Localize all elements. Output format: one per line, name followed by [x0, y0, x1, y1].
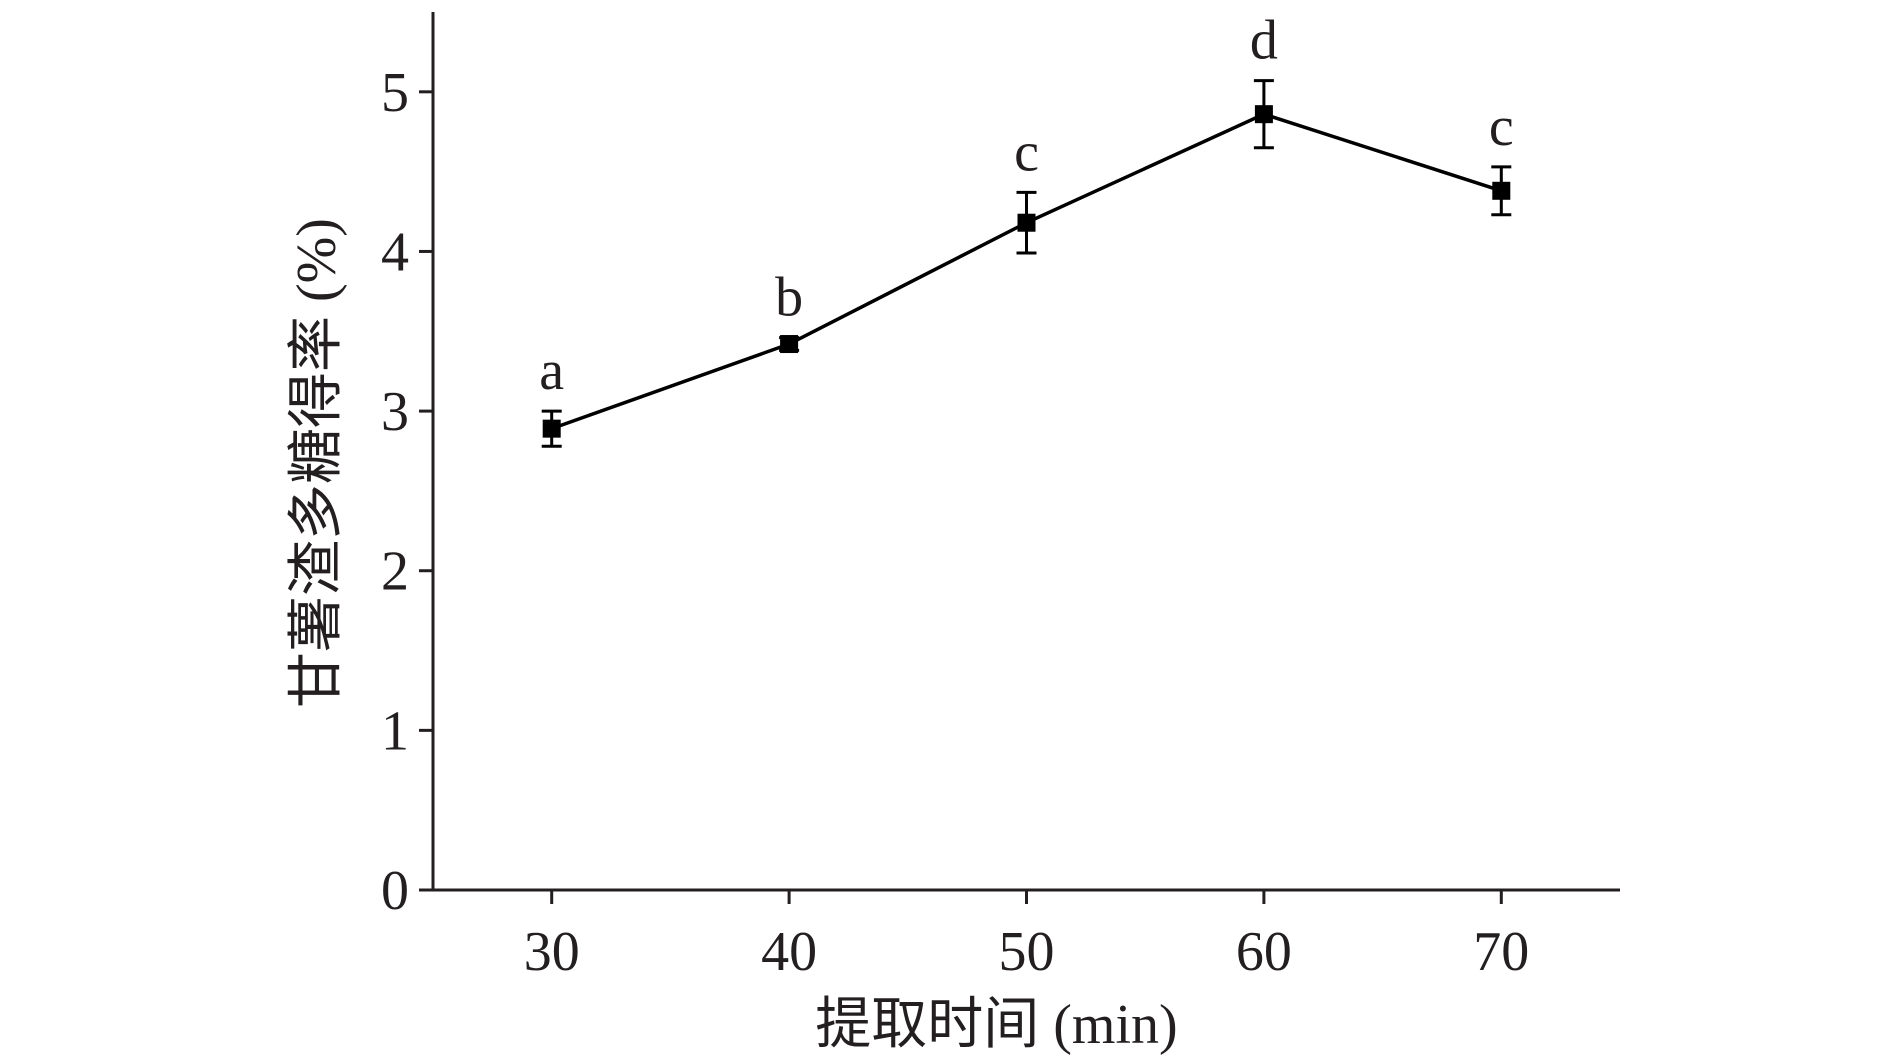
data-point-marker	[780, 335, 799, 354]
x-tick-label: 50	[999, 921, 1055, 983]
data-point-marker	[542, 419, 561, 438]
significance-label: a	[539, 340, 564, 402]
y-tick-label: 2	[381, 541, 409, 603]
data-point-marker	[1017, 213, 1036, 232]
ticks: 0 1 2 3 4 5 30 40 50 60 70	[381, 62, 1529, 983]
y-tick-label: 0	[381, 860, 409, 922]
axis-labels: 提取时间 (min) 甘薯渣多糖得率 (%)	[286, 218, 1178, 1056]
x-axis-title: 提取时间 (min)	[815, 994, 1177, 1056]
y-axis-title: 甘薯渣多糖得率 (%)	[286, 218, 348, 708]
y-tick-label: 5	[381, 62, 409, 124]
series-layer: a b c d c	[539, 10, 1514, 448]
significance-label: b	[775, 267, 803, 329]
significance-label: c	[1489, 96, 1514, 158]
x-tick-label: 60	[1236, 921, 1292, 983]
significance-label: c	[1014, 121, 1039, 183]
x-tick-label: 70	[1473, 921, 1529, 983]
y-tick-label: 3	[381, 381, 409, 443]
x-tick-label: 40	[761, 921, 817, 983]
significance-label: d	[1250, 10, 1278, 72]
y-tick-label: 1	[381, 700, 409, 762]
x-tick-label: 30	[524, 921, 580, 983]
data-point-marker	[1492, 181, 1511, 200]
data-point-marker	[1254, 105, 1273, 124]
y-tick-label: 4	[381, 221, 409, 283]
